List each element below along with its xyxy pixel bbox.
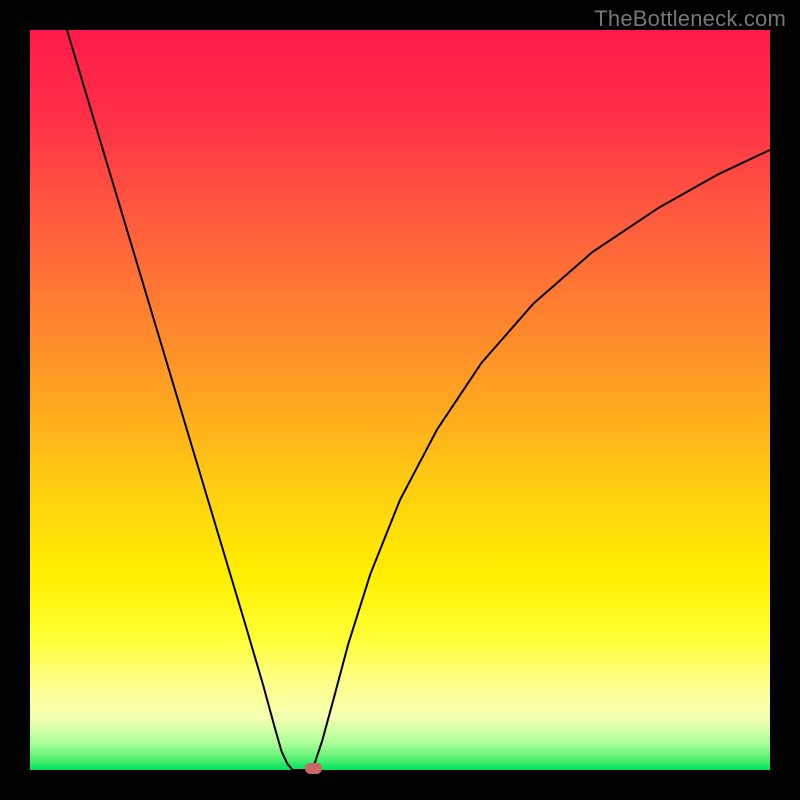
chart-container: TheBottleneck.com (0, 0, 800, 800)
watermark-text: TheBottleneck.com (594, 6, 786, 32)
current-position-marker (305, 763, 323, 775)
bottleneck-chart (30, 30, 770, 770)
gradient-background (30, 30, 770, 770)
